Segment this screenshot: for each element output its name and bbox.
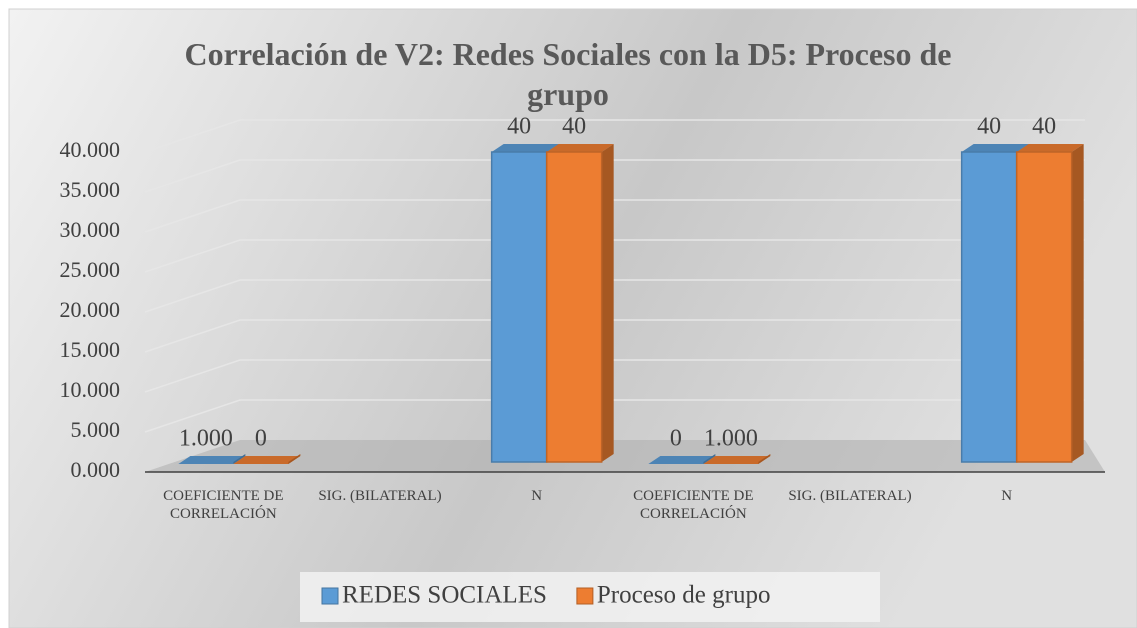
bar-face [545, 151, 603, 463]
bar-face [1015, 151, 1073, 463]
bar-face [546, 144, 614, 152]
bar-face [601, 144, 614, 462]
grid-line [144, 359, 1085, 393]
data-label: 40 [562, 114, 586, 140]
bar-face [233, 454, 246, 464]
bar [233, 454, 301, 464]
y-tick-label: 40.000 [60, 137, 121, 162]
y-tick-label: 15.000 [60, 337, 121, 362]
x-tick-label: N [1001, 488, 1013, 504]
y-tick-label: 10.000 [60, 377, 121, 402]
x-tick-label: SIG. (BILATERAL) [788, 488, 912, 504]
bar-face [233, 456, 301, 464]
data-label: 40 [1032, 114, 1056, 140]
y-tick-label: 0.000 [71, 457, 121, 482]
bar [1015, 144, 1084, 463]
x-tick-label: COEFICIENTE DE CORRELACIÓN [163, 488, 284, 522]
grid-line [144, 319, 1085, 353]
y-tick-label: 30.000 [60, 217, 121, 242]
grid-line [144, 279, 1085, 313]
x-tick-label: N [531, 488, 543, 504]
data-label: 1.000 [704, 426, 758, 452]
y-tick-label: 20.000 [60, 297, 121, 322]
bar-face [960, 151, 1018, 463]
y-tick-label: 5.000 [71, 417, 121, 442]
data-label: 40 [507, 114, 531, 140]
data-label: 0 [670, 426, 682, 452]
bar-face [703, 454, 716, 464]
grid-line [144, 399, 1085, 433]
grid-line [144, 199, 1085, 233]
grid-line [144, 239, 1085, 273]
grid-line [144, 159, 1085, 193]
bar-face [758, 454, 771, 464]
bar-face [178, 456, 246, 464]
bar-face [703, 456, 771, 464]
x-tick-label: SIG. (BILATERAL) [318, 488, 442, 504]
bar-face [490, 151, 548, 463]
y-tick-label: 35.000 [60, 177, 121, 202]
x-tick-label: COEFICIENTE DE CORRELACIÓN [633, 488, 754, 522]
bar-face [1071, 144, 1084, 462]
grid-line [144, 119, 1085, 153]
legend-label: Proceso de grupo [597, 582, 771, 609]
data-label: 40 [977, 114, 1001, 140]
bar-face [491, 144, 559, 152]
floor [145, 440, 1105, 472]
y-tick-label: 25.000 [60, 257, 121, 282]
bar-face [288, 454, 301, 464]
bar-face [961, 144, 1029, 152]
bar-face [648, 456, 716, 464]
bar [648, 454, 716, 464]
bar [545, 144, 614, 463]
bar [703, 454, 771, 464]
bar-face [1016, 144, 1084, 152]
data-label: 1.000 [179, 426, 233, 452]
data-label: 0 [255, 426, 267, 452]
legend-label: REDES SOCIALES [342, 582, 547, 609]
bar [178, 454, 246, 464]
legend-swatch [576, 587, 594, 605]
legend-swatch [321, 587, 339, 605]
chart-title: Correlación de V2: Redes Sociales con la… [185, 36, 952, 112]
